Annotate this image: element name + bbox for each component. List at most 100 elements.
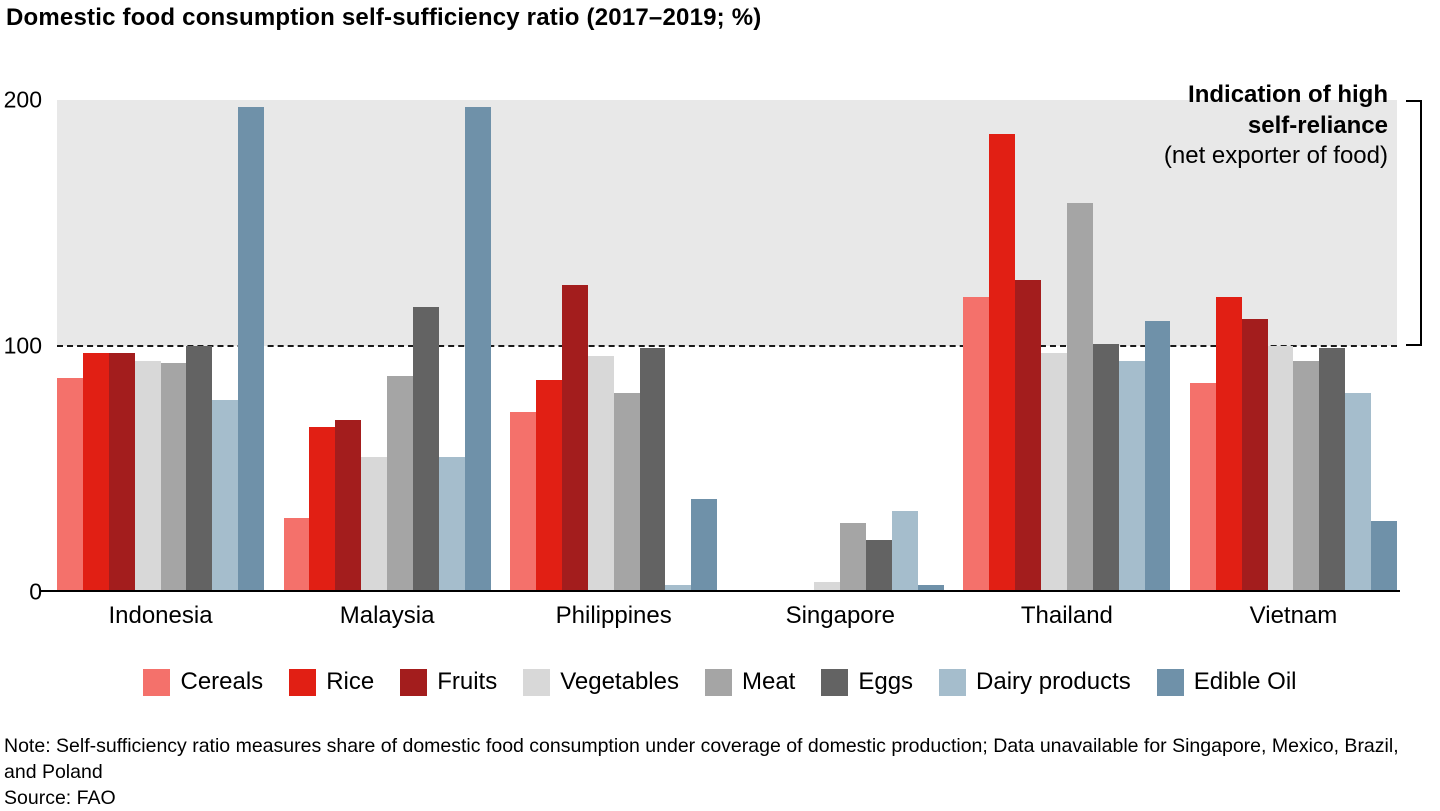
legend-label-edible-oil: Edible Oil: [1193, 668, 1297, 695]
bar-meat-indonesia: [160, 363, 187, 592]
bar-edible-oil-thailand: [1144, 321, 1171, 592]
bar-vegetables-philippines: [587, 355, 614, 592]
legend-item-dairy-products: Dairy products: [939, 668, 1131, 696]
y-tick-label-100: 100: [3, 332, 42, 359]
bar-eggs-malaysia: [412, 306, 439, 592]
bar-dairy-products-singapore: [892, 510, 918, 592]
bar-groups: [57, 100, 1397, 592]
bar-dairy-products-vietnam: [1345, 392, 1372, 592]
bar-eggs-indonesia: [186, 346, 213, 592]
bar-fruits-vietnam: [1241, 318, 1268, 592]
bar-group-singapore: [737, 100, 944, 592]
bar-group-thailand: [963, 100, 1171, 592]
bar-vegetables-thailand: [1041, 353, 1067, 592]
bar-eggs-singapore: [866, 540, 893, 592]
bar-cereals-philippines: [510, 412, 537, 592]
bar-meat-thailand: [1066, 203, 1093, 592]
legend-swatch-cereals: [143, 668, 171, 696]
x-label-singapore: Singapore: [785, 602, 895, 629]
bar-eggs-thailand: [1092, 343, 1119, 592]
bar-vegetables-singapore: [814, 582, 841, 592]
bar-group-philippines: [510, 100, 718, 592]
bracket: [1406, 100, 1422, 346]
bar-fruits-indonesia: [108, 353, 135, 592]
bar-dairy-products-malaysia: [438, 456, 465, 592]
x-axis-line: [40, 590, 1400, 592]
annotation-bold-line-1: Indication of high: [1188, 81, 1388, 108]
bar-group-indonesia: [57, 100, 264, 592]
bar-group-vietnam: [1189, 100, 1397, 592]
x-axis-labels: Indonesia Malaysia Philippines Singapore Tha…: [57, 602, 1397, 630]
note-text: Note: Self-sufficiency ratio measures sh…: [4, 735, 1399, 783]
bar-cereals-thailand: [963, 296, 990, 592]
chart-title: Domestic food consumption self-sufficien…: [6, 4, 762, 31]
bar-eggs-vietnam: [1319, 348, 1346, 592]
legend: Cereals Rice Fruits Vegetables Meat Eggs Dairy…: [0, 668, 1440, 696]
legend-item-cereals: Cereals: [143, 668, 263, 696]
bar-group-malaysia: [283, 100, 491, 592]
bar-eggs-philippines: [639, 348, 666, 592]
legend-label-cereals: Cereals: [180, 668, 264, 695]
legend-label-vegetables: Vegetables: [560, 668, 679, 695]
bar-rice-vietnam: [1215, 296, 1242, 592]
legend-swatch-dairy-products: [939, 668, 967, 696]
bar-rice-philippines: [536, 380, 562, 592]
bar-dairy-products-philippines: [665, 584, 692, 592]
bar-vegetables-vietnam: [1267, 346, 1294, 592]
source-text: Source: FAO: [4, 787, 116, 809]
bar-meat-philippines: [613, 392, 640, 592]
legend-label-eggs: Eggs: [858, 668, 914, 695]
y-tick-label-200: 200: [3, 86, 42, 113]
legend-item-rice: Rice: [289, 668, 374, 696]
x-label-malaysia: Malaysia: [339, 602, 435, 629]
bar-edible-oil-philippines: [691, 498, 718, 592]
legend-swatch-fruits: [400, 668, 428, 696]
legend-swatch-edible-oil: [1156, 668, 1184, 696]
legend-swatch-rice: [289, 668, 317, 696]
bar-edible-oil-vietnam: [1371, 520, 1397, 592]
annotation-regular-line: (net exporter of food): [1163, 142, 1388, 170]
bar-cereals-indonesia: [57, 377, 83, 592]
bar-fruits-malaysia: [335, 419, 362, 592]
legend-item-vegetables: Vegetables: [523, 668, 679, 696]
annotation-high-self-reliance: Indication of high self-reliance (net ex…: [1164, 80, 1388, 172]
legend-label-rice: Rice: [326, 668, 375, 695]
bar-vegetables-malaysia: [361, 456, 388, 592]
legend-item-edible-oil: Edible Oil: [1156, 668, 1297, 696]
x-label-indonesia: Indonesia: [108, 602, 213, 629]
legend-swatch-meat: [704, 668, 732, 696]
legend-swatch-eggs: [821, 668, 849, 696]
bar-meat-vietnam: [1293, 360, 1320, 592]
x-label-thailand: Thailand: [1020, 602, 1113, 629]
bar-rice-indonesia: [82, 353, 109, 592]
annotation-bold-line-2: self-reliance: [1247, 111, 1388, 139]
bar-meat-singapore: [840, 523, 867, 592]
legend-swatch-vegetables: [523, 668, 551, 696]
bar-cereals-malaysia: [283, 518, 310, 592]
plot-area: [57, 100, 1397, 592]
legend-item-fruits: Fruits: [400, 668, 497, 696]
legend-label-meat: Meat: [741, 668, 796, 695]
bar-vegetables-indonesia: [134, 360, 161, 592]
bar-edible-oil-malaysia: [464, 107, 491, 592]
bar-meat-malaysia: [387, 375, 413, 592]
y-axis: 0 100 200: [0, 88, 46, 603]
legend-item-eggs: Eggs: [821, 668, 913, 696]
bar-edible-oil-singapore: [917, 584, 944, 592]
bar-dairy-products-indonesia: [212, 400, 239, 592]
threshold-line-100: [57, 345, 1397, 347]
bar-fruits-thailand: [1015, 279, 1041, 592]
bar-fruits-philippines: [561, 284, 588, 592]
legend-label-fruits: Fruits: [437, 668, 498, 695]
bar-dairy-products-thailand: [1118, 360, 1145, 592]
bar-cereals-vietnam: [1189, 382, 1216, 592]
bar-edible-oil-indonesia: [238, 107, 264, 592]
bar-rice-thailand: [989, 134, 1016, 592]
x-label-philippines: Philippines: [555, 602, 672, 629]
x-label-vietnam: Vietnam: [1249, 602, 1338, 629]
y-tick-label-0: 0: [29, 578, 42, 605]
bar-rice-malaysia: [309, 427, 336, 592]
legend-label-dairy-products: Dairy products: [976, 668, 1131, 695]
legend-item-meat: Meat: [704, 668, 796, 696]
shaded-region-high-self-reliance: [57, 100, 1397, 346]
